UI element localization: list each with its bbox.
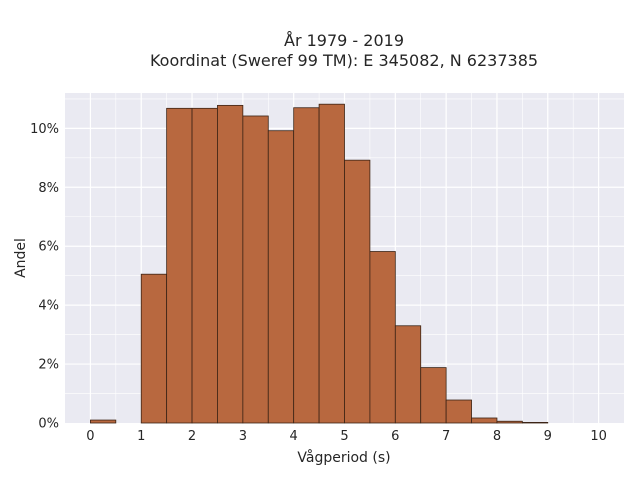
bars [90, 103, 549, 424]
histogram-bar [90, 419, 117, 424]
histogram-bar [293, 107, 320, 424]
x-tick-label: 8 [493, 429, 501, 444]
x-tick-label: 3 [239, 429, 247, 444]
chart-title-line-1: År 1979 - 2019 [284, 31, 404, 50]
x-tick-label: 7 [442, 429, 450, 444]
y-axis-label: Andel [13, 238, 29, 278]
histogram-bar [267, 130, 295, 424]
x-tick-label: 2 [188, 429, 196, 444]
histogram-bar [191, 107, 218, 424]
x-tick-label: 9 [544, 429, 552, 444]
x-tick-label: 10 [590, 429, 607, 444]
histogram-bar [217, 104, 244, 424]
histogram-bar [445, 399, 472, 424]
chart-title-line-2: Koordinat (Sweref 99 TM): E 345082, N 62… [150, 51, 538, 70]
x-tick-label: 4 [290, 429, 298, 444]
histogram-bar [496, 420, 523, 424]
y-axis-ticks: 0% 2% 4% 6% 8% 10% [30, 122, 59, 432]
histogram-bar [344, 159, 371, 424]
histogram-bar [394, 325, 422, 424]
histogram-bar [521, 422, 549, 424]
histogram-bar [369, 251, 396, 424]
histogram-bar [420, 367, 447, 424]
x-tick-label: 1 [137, 429, 145, 444]
histogram-bar [166, 107, 193, 424]
histogram-bar [140, 273, 168, 424]
histogram-bar [242, 115, 269, 424]
y-tick-label: 6% [38, 240, 59, 255]
histogram-bar [318, 103, 345, 424]
histogram-bar [471, 417, 498, 424]
y-tick-label: 8% [38, 181, 59, 196]
y-tick-label: 0% [38, 417, 59, 432]
x-axis-label: Vågperiod (s) [297, 449, 390, 466]
y-tick-label: 2% [38, 358, 59, 373]
x-tick-label: 6 [391, 429, 399, 444]
x-tick-label: 5 [340, 429, 348, 444]
x-axis-ticks: 0 1 2 3 4 5 6 7 8 9 10 [86, 429, 607, 444]
x-tick-label: 0 [86, 429, 94, 444]
y-tick-label: 4% [38, 299, 59, 314]
y-tick-label: 10% [30, 122, 59, 137]
